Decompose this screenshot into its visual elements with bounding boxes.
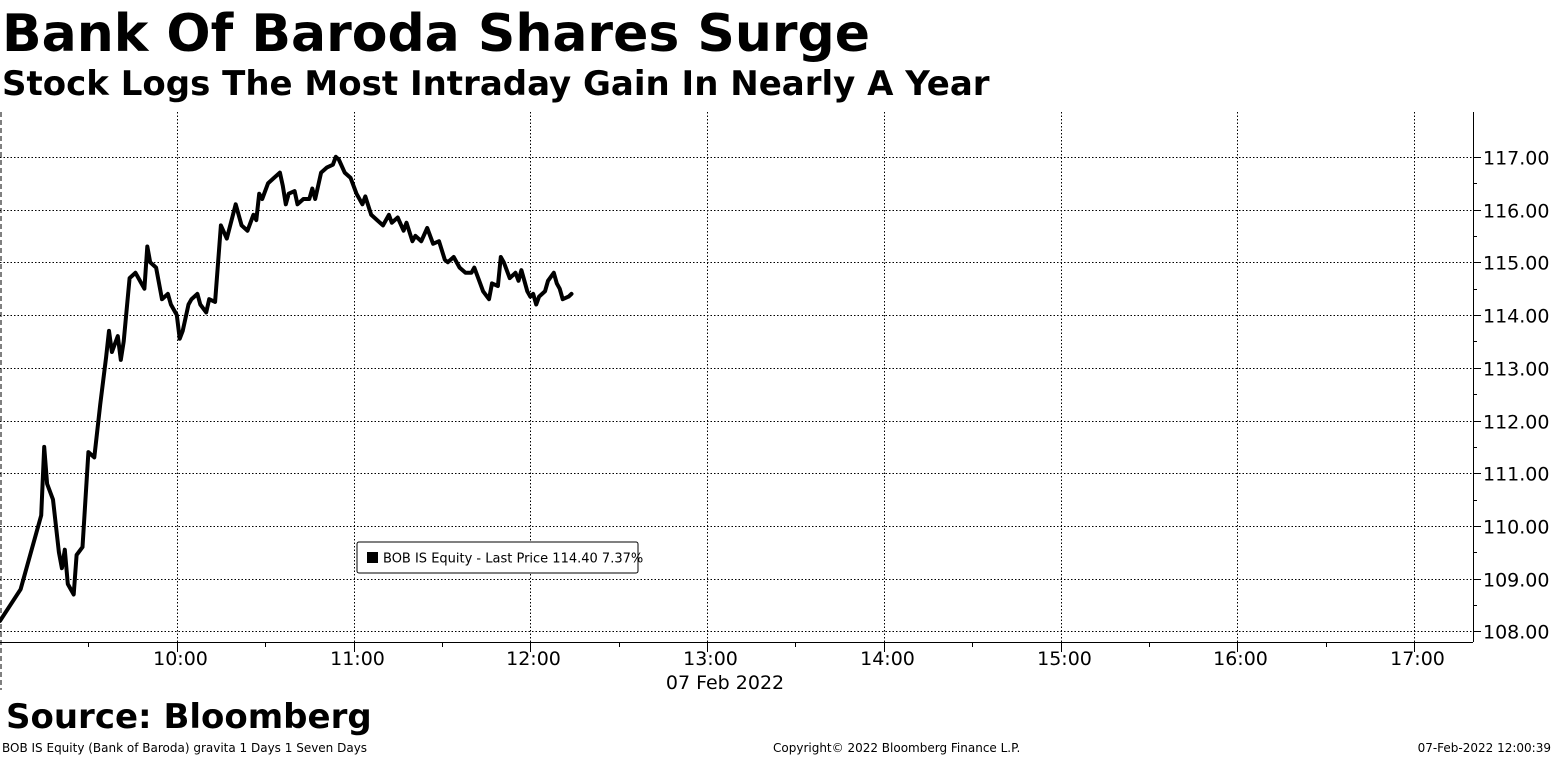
y-tick-label-3: 111.00 xyxy=(1483,464,1549,486)
source-label: Source: Bloomberg xyxy=(6,697,372,737)
x-tick-label-3: 13:00 xyxy=(683,648,738,670)
y-tick-label-6: 114.00 xyxy=(1483,306,1549,328)
chart-title: Bank Of Baroda Shares Surge xyxy=(2,4,871,64)
timestamp: 07-Feb-2022 12:00:39 xyxy=(1417,741,1551,755)
legend: BOB IS Equity - Last Price 114.40 7.37% xyxy=(356,541,643,574)
x-tick-label-2: 12:00 xyxy=(506,648,561,670)
chart-subtitle: Stock Logs The Most Intraday Gain In Nea… xyxy=(2,64,990,104)
x-axis-ticks: 10:00 11:00 12:00 13:00 14:00 15:00 16:00 17:00 xyxy=(88,642,1445,670)
series-line-0 xyxy=(0,154,574,623)
x-tick-label-6: 16:00 xyxy=(1213,648,1268,670)
x-tick-label-4: 14:00 xyxy=(860,648,915,670)
y-tick-label-0: 108.00 xyxy=(1483,622,1549,644)
security-info: BOB IS Equity (Bank of Baroda) gravita 1… xyxy=(2,741,368,755)
y-tick-label-5: 113.00 xyxy=(1483,359,1549,381)
grid-lines xyxy=(0,112,1473,642)
legend-swatch xyxy=(367,552,378,563)
y-tick-label-7: 115.00 xyxy=(1483,253,1549,275)
y-tick-label-4: 112.00 xyxy=(1483,412,1549,434)
legend-label: BOB IS Equity - Last Price 114.40 7.37% xyxy=(383,552,643,567)
x-tick-label-5: 15:00 xyxy=(1037,648,1092,670)
x-axis-label: 07 Feb 2022 xyxy=(666,672,784,694)
y-axis-ticks: 108.00 109.00 110.00 111.00 112.00 113.00 114.… xyxy=(1473,148,1549,644)
y-tick-label-8: 116.00 xyxy=(1483,201,1549,223)
y-tick-label-2: 110.00 xyxy=(1483,517,1549,539)
legend-box xyxy=(356,541,639,574)
copyright: Copyright© 2022 Bloomberg Finance L.P. xyxy=(773,741,1021,755)
x-tick-label-1: 11:00 xyxy=(330,648,385,670)
series-layer xyxy=(0,154,574,623)
x-tick-label-0: 10:00 xyxy=(153,648,208,670)
y-tick-label-1: 109.00 xyxy=(1483,570,1549,592)
axes xyxy=(0,112,1474,690)
x-tick-label-7: 17:00 xyxy=(1390,648,1445,670)
y-tick-label-9: 117.00 xyxy=(1483,148,1549,170)
